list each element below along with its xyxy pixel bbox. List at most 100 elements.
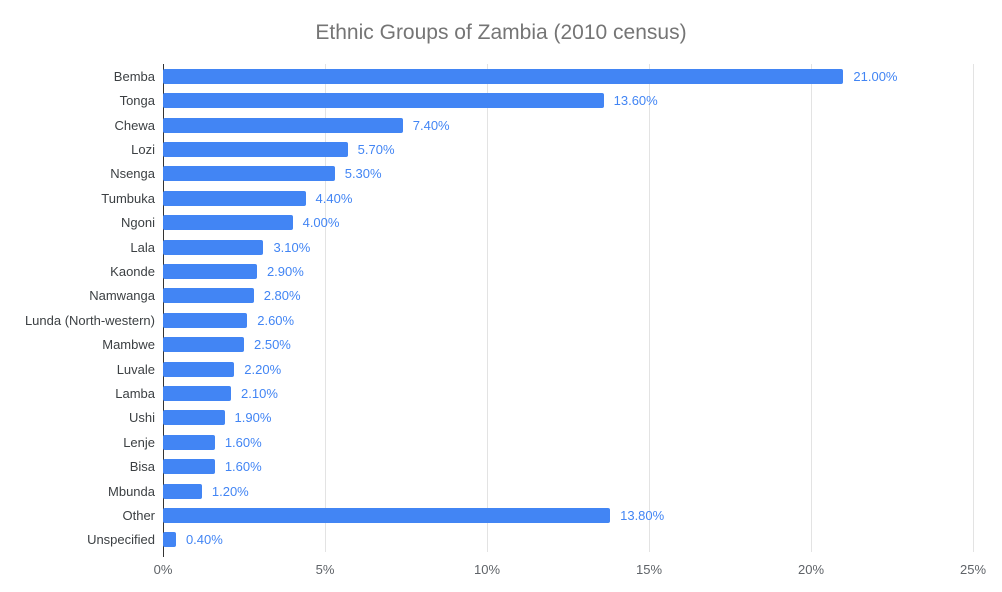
gridlines-layer (162, 64, 974, 557)
bar-track: 0.40% (163, 528, 973, 552)
bar-track: 1.60% (163, 455, 973, 479)
x-tick-label: 20% (797, 562, 825, 577)
value-label: 13.60% (613, 93, 658, 109)
gridline (324, 64, 326, 552)
bar[interactable] (163, 361, 235, 377)
bar[interactable] (163, 117, 403, 133)
bar-track: 2.50% (163, 332, 973, 356)
category-label: Lala (130, 239, 155, 255)
bar-track: 7.40% (163, 113, 973, 137)
category-label: Bemba (113, 68, 155, 84)
category-label: Bisa (129, 459, 155, 475)
bar[interactable] (163, 288, 254, 304)
category-label: Tonga (119, 93, 155, 109)
bar-track: 2.20% (163, 357, 973, 381)
category-label: Other (122, 508, 155, 524)
bar[interactable] (163, 434, 215, 450)
x-tick-label: 0% (153, 562, 173, 577)
value-label: 2.80% (263, 288, 301, 304)
bar-track: 2.80% (163, 284, 973, 308)
bar[interactable] (163, 385, 232, 401)
bar-row: Lamba 2.10% (0, 381, 973, 405)
bar-row: Kaonde 2.90% (0, 259, 973, 283)
category-label: Mbunda (108, 483, 155, 499)
category-label: Lenje (123, 434, 155, 450)
gridline (486, 64, 488, 552)
x-axis: 0% 5% 10% 15% 20% 25% (154, 562, 986, 582)
category-label: Kaonde (110, 263, 155, 279)
category-label: Mambwe (102, 337, 155, 353)
bar[interactable] (163, 239, 264, 255)
value-label: 21.00% (853, 68, 898, 84)
bar-row: Lozi 5.70% (0, 137, 973, 161)
x-tick-label: 5% (315, 562, 335, 577)
category-label: Chewa (114, 117, 155, 133)
bar-track: 5.30% (163, 162, 973, 186)
category-label: Luvale (116, 361, 155, 377)
category-label: Lamba (115, 385, 155, 401)
value-label: 5.30% (344, 166, 382, 182)
bar-row: Tumbuka 4.40% (0, 186, 973, 210)
chart-title: Ethnic Groups of Zambia (2010 census) (315, 21, 687, 44)
bar-row: Other 13.80% (0, 503, 973, 527)
category-label: Namwanga (89, 288, 155, 304)
bar-rows: Bemba 21.00% Tonga 13.60% Chewa 7.40% Lozi 5.70… (0, 64, 973, 552)
bar-row: Mbunda 1.20% (0, 479, 973, 503)
bar[interactable] (163, 141, 348, 157)
bar[interactable] (163, 215, 293, 231)
bar[interactable] (163, 263, 257, 279)
bar[interactable] (163, 68, 844, 84)
value-label: 5.70% (357, 141, 395, 157)
bar[interactable] (163, 337, 244, 353)
gridline (648, 64, 650, 552)
value-label: 2.20% (244, 361, 282, 377)
gridline (972, 64, 974, 552)
value-label: 1.60% (224, 459, 262, 475)
value-label: 2.50% (254, 337, 291, 353)
bar[interactable] (163, 459, 215, 475)
bar-row: Unspecified 0.40% (0, 528, 973, 552)
category-label: Nsenga (110, 166, 155, 182)
value-label: 2.60% (257, 312, 295, 328)
value-label: 4.00% (302, 215, 340, 231)
value-label: 7.40% (412, 117, 450, 133)
bar-row: Nsenga 5.30% (0, 162, 973, 186)
value-label: 2.10% (241, 385, 278, 401)
bar-row: Ushi 1.90% (0, 406, 973, 430)
bar[interactable] (163, 93, 604, 109)
bar-row: Lala 3.10% (0, 235, 973, 259)
bar-row: Namwanga 2.80% (0, 284, 973, 308)
bar[interactable] (163, 532, 176, 548)
category-label: Unspecified (87, 532, 155, 548)
bar-track: 2.10% (163, 381, 973, 405)
x-tick-label: 15% (635, 562, 663, 577)
x-tick-label: 10% (473, 562, 501, 577)
bar[interactable] (163, 410, 225, 426)
bar-track: 1.90% (163, 406, 973, 430)
bar[interactable] (163, 190, 306, 206)
bar-track: 1.20% (163, 479, 973, 503)
bar-row: Chewa 7.40% (0, 113, 973, 137)
bar-row: Ngoni 4.00% (0, 210, 973, 234)
bar-track: 13.60% (163, 88, 973, 112)
bar-track: 13.80% (163, 503, 973, 527)
value-label: 3.10% (273, 239, 311, 255)
bar-row: Bisa 1.60% (0, 455, 973, 479)
bar[interactable] (163, 166, 335, 182)
value-label: 4.40% (315, 190, 353, 206)
bar-row: Tonga 13.60% (0, 88, 973, 112)
bar[interactable] (163, 508, 611, 524)
value-label: 2.90% (266, 263, 304, 279)
bar-row: Lenje 1.60% (0, 430, 973, 454)
bar-track: 2.90% (163, 259, 973, 283)
bar-row: Bemba 21.00% (0, 64, 973, 88)
bar[interactable] (163, 312, 248, 328)
bar-track: 21.00% (163, 64, 973, 88)
bar-track: 5.70% (163, 137, 973, 161)
axis-baseline (162, 64, 164, 557)
bar-track: 4.00% (163, 210, 973, 234)
bar-row: Luvale 2.20% (0, 357, 973, 381)
bar[interactable] (163, 483, 202, 499)
value-label: 1.90% (234, 410, 272, 426)
